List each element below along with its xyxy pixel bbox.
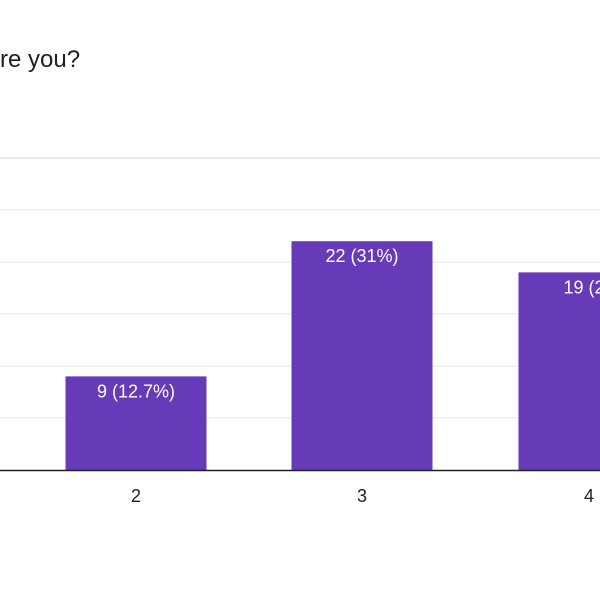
bar-data-label: 9 (12.7%): [97, 381, 175, 401]
bar-data-label: 22 (31%): [325, 246, 398, 266]
x-tick-label: 4: [584, 486, 594, 506]
bar-4[interactable]: [518, 272, 600, 470]
x-tick-label: 3: [357, 486, 367, 506]
bar-3[interactable]: [291, 241, 433, 470]
bar-2[interactable]: [65, 376, 207, 470]
question-title: re you?: [0, 46, 81, 73]
bar-data-label: 19 (26: [563, 277, 600, 297]
bar-series: 9 (12.7%) 22 (31%) 19 (26: [65, 241, 600, 470]
x-tick-labels: 2 3 4: [131, 486, 594, 506]
x-tick-label: 2: [131, 486, 141, 506]
